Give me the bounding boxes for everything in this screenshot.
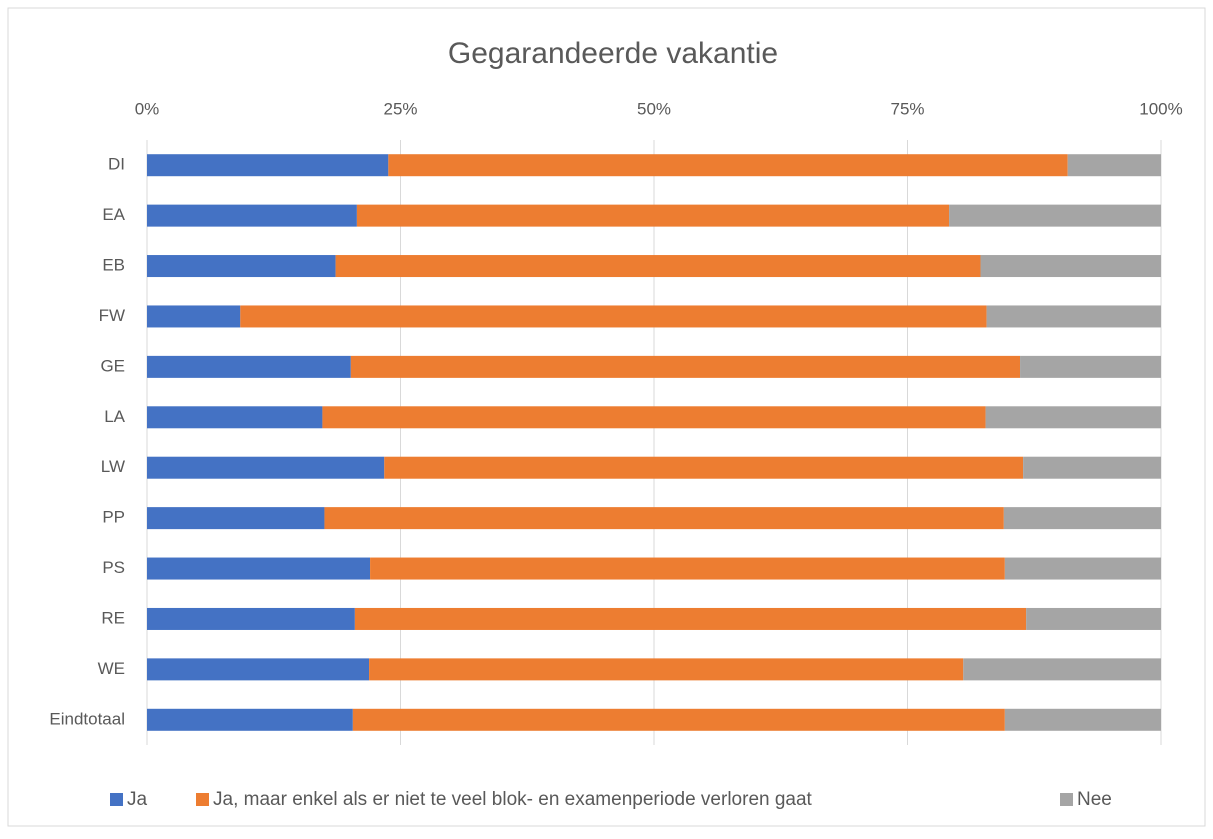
y-tick-label: GE <box>100 356 125 375</box>
bar-segment <box>356 204 950 227</box>
bar-segment <box>147 658 370 681</box>
legend-label: Ja <box>127 789 148 810</box>
legend-swatch <box>110 793 123 806</box>
bar-segment <box>147 154 389 177</box>
bar-segment <box>147 255 336 278</box>
y-tick-label: PS <box>102 558 125 577</box>
bar-segment <box>147 355 351 378</box>
legend-swatch <box>196 793 209 806</box>
y-tick-label: FW <box>99 306 125 325</box>
y-tick-label: DI <box>108 155 125 174</box>
bar-segment <box>322 406 986 429</box>
bar-segment <box>147 557 371 580</box>
y-tick-label: WE <box>98 659 125 678</box>
x-tick-label: 0% <box>135 99 160 118</box>
legend-swatch <box>1060 793 1073 806</box>
bar-segment <box>147 507 325 530</box>
bar-segment <box>1020 355 1161 378</box>
x-tick-label: 25% <box>383 99 417 118</box>
bar-segment <box>335 255 981 278</box>
bar-segment <box>985 406 1161 429</box>
bar-segment <box>147 204 357 227</box>
bar-segment <box>1026 607 1161 630</box>
bar-segment <box>963 658 1161 681</box>
bar-segment <box>240 305 987 328</box>
bar-segment <box>354 607 1027 630</box>
legend-label: Ja, maar enkel als er niet te veel blok-… <box>213 789 813 810</box>
bar-segment <box>1003 507 1161 530</box>
x-tick-label: 100% <box>1139 99 1182 118</box>
y-tick-label: LA <box>104 407 125 426</box>
bar-segment <box>986 305 1161 328</box>
x-tick-label: 75% <box>890 99 924 118</box>
y-tick-label: LW <box>101 457 125 476</box>
y-tick-label: RE <box>101 608 125 627</box>
chart-title: Gegarandeerde vakantie <box>448 37 778 70</box>
bar-segment <box>1023 456 1161 479</box>
bar-segment <box>147 708 353 731</box>
bar-segment <box>147 406 323 429</box>
bar-segment <box>350 355 1021 378</box>
bar-segment <box>1067 154 1161 177</box>
bar-segment <box>1004 557 1161 580</box>
bar-segment <box>384 456 1024 479</box>
y-tick-label: Eindtotaal <box>49 709 125 728</box>
bar-segment <box>980 255 1161 278</box>
bar-segment <box>147 305 241 328</box>
bar-segment <box>388 154 1068 177</box>
bar-segment <box>324 507 1004 530</box>
bar-segment <box>147 456 385 479</box>
y-tick-label: EA <box>102 205 125 224</box>
y-tick-label: EB <box>102 256 125 275</box>
bar-segment <box>1004 708 1161 731</box>
bar-segment <box>369 658 964 681</box>
x-tick-label: 50% <box>637 99 671 118</box>
bar-segment <box>949 204 1161 227</box>
bar-segment <box>370 557 1005 580</box>
y-tick-label: PP <box>102 508 125 527</box>
legend-label: Nee <box>1077 789 1112 810</box>
bar-segment <box>352 708 1005 731</box>
bar-segment <box>147 607 355 630</box>
